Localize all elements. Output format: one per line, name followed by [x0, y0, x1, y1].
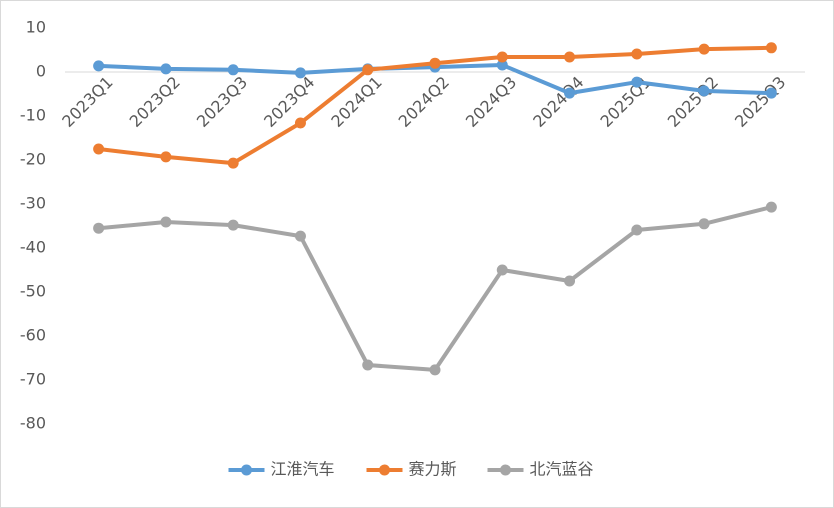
data-point	[93, 60, 105, 72]
y-tick-label: 10	[26, 18, 46, 37]
data-point	[698, 43, 710, 55]
y-tick-label: -10	[20, 106, 46, 125]
data-point	[765, 42, 777, 54]
data-point	[765, 87, 777, 99]
data-point	[631, 48, 643, 60]
data-point	[698, 218, 710, 230]
data-point	[631, 224, 643, 236]
data-point	[698, 85, 710, 97]
data-point	[294, 230, 306, 242]
legend-marker	[241, 464, 252, 476]
data-point	[160, 63, 172, 75]
data-point	[564, 87, 576, 99]
data-point	[496, 51, 508, 63]
data-point	[160, 151, 172, 163]
y-tick-label: -50	[20, 282, 46, 301]
y-tick-label: 0	[36, 62, 46, 81]
data-point	[227, 64, 239, 76]
data-point	[496, 264, 508, 276]
data-point	[93, 143, 105, 155]
data-point	[631, 76, 643, 88]
data-point	[294, 67, 306, 79]
data-point	[362, 64, 374, 76]
data-point	[765, 201, 777, 213]
y-tick-label: -60	[20, 326, 46, 345]
legend-label: 赛力斯	[409, 460, 457, 479]
legend-label: 北汽蓝谷	[530, 460, 594, 479]
data-point	[160, 216, 172, 228]
data-point	[294, 117, 306, 129]
y-tick-label: -20	[20, 150, 46, 169]
legend-label: 江淮汽车	[271, 460, 335, 479]
data-point	[429, 364, 441, 376]
y-tick-label: -30	[20, 194, 46, 213]
data-point	[227, 157, 239, 169]
data-point	[227, 219, 239, 231]
legend-marker	[379, 464, 390, 476]
data-point	[564, 51, 576, 63]
y-tick-label: -70	[20, 370, 46, 389]
data-point	[496, 59, 508, 71]
y-tick-label: -40	[20, 238, 46, 257]
legend-marker	[500, 464, 511, 476]
data-point	[362, 359, 374, 371]
data-point	[93, 222, 105, 234]
data-point	[564, 275, 576, 287]
data-point	[429, 57, 441, 69]
y-tick-label: -80	[20, 414, 46, 433]
